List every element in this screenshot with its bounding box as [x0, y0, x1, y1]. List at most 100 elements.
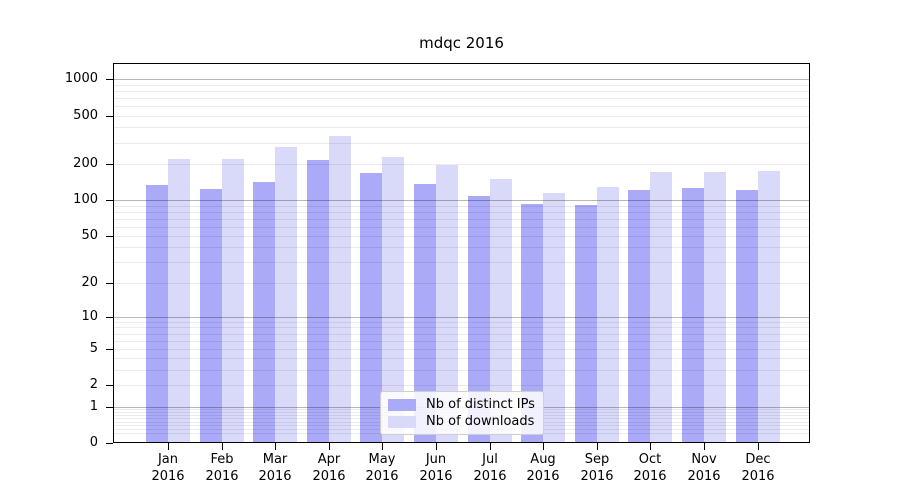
bar-downloads-mar — [275, 146, 298, 443]
legend-swatch-distinct-ips — [388, 398, 416, 411]
y-tick-label-1000: 1000 — [64, 71, 98, 86]
y-tick-label-2: 2 — [89, 377, 98, 392]
minor-gridline — [113, 84, 810, 86]
y-tick-label-10: 10 — [81, 309, 98, 324]
bar-distinct-ips-apr — [306, 159, 329, 443]
minor-gridline — [113, 127, 810, 129]
y-tick-label-5: 5 — [89, 341, 98, 356]
y-tick-20 — [106, 283, 113, 284]
plot-area — [113, 63, 810, 443]
minor-gridline — [113, 226, 810, 228]
minor-gridline — [113, 327, 810, 329]
bar-distinct-ips-feb — [199, 188, 222, 443]
minor-gridline — [113, 98, 810, 99]
bar-downloads-jan — [168, 158, 190, 443]
y-tick-500 — [106, 116, 113, 117]
x-tick-label-apr: Apr 2016 — [312, 452, 346, 484]
bar-distinct-ips-oct — [628, 190, 651, 443]
x-tick-label-sep: Sep 2016 — [580, 452, 614, 484]
y-tick-1 — [106, 407, 113, 408]
minor-gridline — [113, 385, 810, 387]
major-gridline-10 — [113, 316, 810, 318]
y-tick-label-200: 200 — [73, 156, 98, 171]
bar-downloads-nov — [704, 171, 726, 443]
minor-gridline — [113, 340, 810, 342]
x-tick-label-jan: Jan 2016 — [151, 452, 185, 484]
y-tick-label-500: 500 — [73, 108, 98, 123]
y-tick-50 — [106, 236, 113, 237]
minor-gridline — [113, 163, 810, 165]
x-tick-mar — [275, 443, 276, 450]
x-tick-nov — [704, 443, 705, 450]
minor-gridline — [113, 370, 810, 371]
chart-title: mdqc 2016 — [419, 34, 504, 52]
x-tick-jun — [436, 443, 437, 450]
minor-gridline — [113, 321, 810, 323]
bar-downloads-dec — [757, 170, 780, 443]
x-tick-label-nov: Nov 2016 — [687, 452, 721, 484]
bar-downloads-aug — [543, 192, 566, 443]
minor-gridline — [113, 247, 810, 249]
x-tick-label-jul: Jul 2016 — [473, 452, 507, 484]
grid-layer — [113, 63, 810, 443]
bar-downloads-oct — [650, 171, 673, 443]
major-gridline-1000 — [113, 79, 810, 81]
y-tick-100 — [106, 200, 113, 201]
bar-downloads-may — [382, 156, 405, 443]
y-tick-10 — [106, 317, 113, 318]
legend-item-distinct-ips: Nb of distinct IPs — [388, 397, 535, 412]
x-tick-label-may: May 2016 — [365, 452, 399, 484]
x-tick-label-dec: Dec 2016 — [741, 452, 775, 484]
x-tick-feb — [222, 443, 223, 450]
x-tick-label-aug: Aug 2016 — [526, 452, 560, 484]
bar-downloads-sep — [596, 186, 619, 443]
legend-label-distinct-ips: Nb of distinct IPs — [426, 397, 535, 412]
bar-distinct-ips-mar — [253, 182, 276, 443]
minor-gridline — [113, 358, 810, 360]
x-tick-label-oct: Oct 2016 — [633, 452, 667, 484]
x-tick-label-feb: Feb 2016 — [205, 452, 239, 484]
y-tick-1000 — [106, 79, 113, 80]
bar-distinct-ips-aug — [521, 204, 544, 443]
y-tick-5 — [106, 349, 113, 350]
bar-distinct-ips-jul — [467, 195, 490, 443]
bar-downloads-jun — [436, 164, 458, 443]
minor-gridline — [113, 211, 810, 213]
major-gridline-100 — [113, 200, 810, 201]
y-tick-label-0: 0 — [89, 435, 98, 450]
minor-gridline — [113, 333, 810, 335]
bar-downloads-apr — [328, 135, 351, 443]
minor-gridline — [113, 218, 810, 220]
x-tick-aug — [543, 443, 544, 450]
y-tick-label-20: 20 — [81, 275, 98, 290]
x-tick-oct — [650, 443, 651, 450]
bar-distinct-ips-jun — [414, 183, 436, 443]
bar-distinct-ips-jan — [146, 184, 168, 443]
minor-gridline — [113, 90, 810, 92]
x-tick-label-jun: Jun 2016 — [419, 452, 453, 484]
x-tick-label-mar: Mar 2016 — [258, 452, 292, 484]
y-tick-label-100: 100 — [73, 192, 98, 207]
minor-gridline — [113, 235, 810, 237]
x-tick-may — [382, 443, 383, 450]
minor-gridline — [113, 205, 810, 207]
minor-gridline — [113, 115, 810, 117]
y-tick-label-50: 50 — [81, 228, 98, 243]
y-tick-2 — [106, 385, 113, 386]
x-tick-jan — [168, 443, 169, 450]
x-tick-jul — [490, 443, 491, 450]
x-tick-apr — [329, 443, 330, 450]
y-tick-label-1: 1 — [89, 399, 98, 414]
legend-item-downloads: Nb of downloads — [388, 414, 535, 429]
bar-distinct-ips-dec — [735, 190, 758, 443]
legend: Nb of distinct IPs Nb of downloads — [380, 391, 544, 435]
x-tick-sep — [597, 443, 598, 450]
y-tick-200 — [106, 164, 113, 165]
x-tick-dec — [758, 443, 759, 450]
bar-distinct-ips-sep — [574, 204, 597, 443]
y-tick-0 — [106, 443, 113, 444]
bar-downloads-feb — [221, 158, 244, 443]
bars-layer — [113, 63, 810, 443]
legend-label-downloads: Nb of downloads — [426, 414, 535, 429]
